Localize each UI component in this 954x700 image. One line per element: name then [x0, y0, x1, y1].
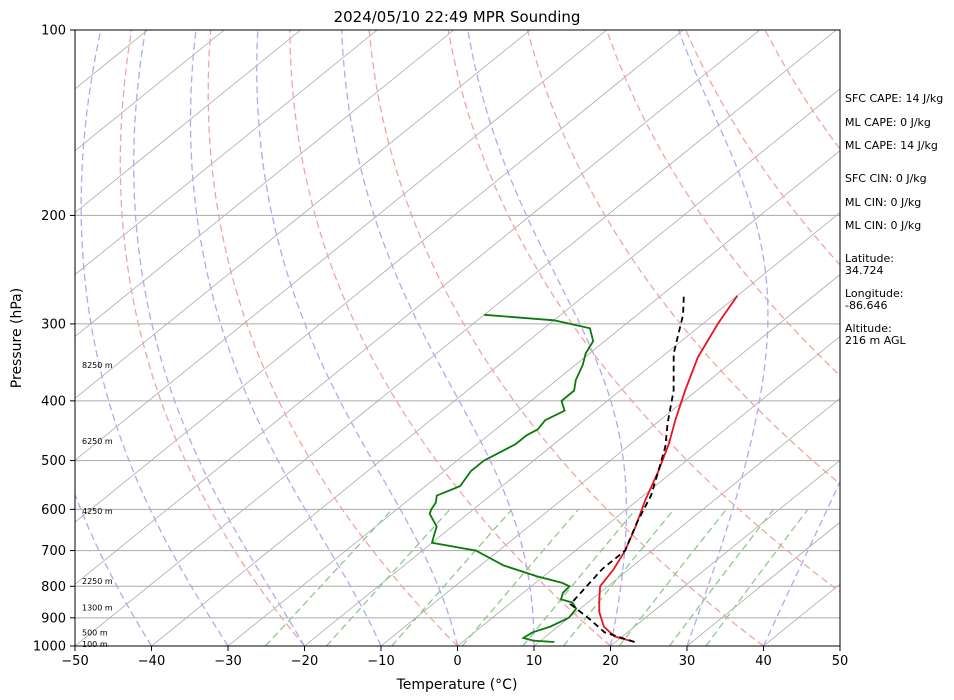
- mixing-ratio-line: [705, 508, 809, 646]
- location-panel: Latitude: 34.724 Longitude: -86.646 Alti…: [845, 252, 907, 347]
- mixing-ratio-line: [265, 508, 393, 646]
- isotherm-line: [75, 30, 301, 214]
- isotherm-line: [75, 30, 531, 399]
- y-tick-label: 100: [41, 24, 66, 39]
- mixing-ratio-line: [326, 508, 451, 646]
- y-tick-label: 700: [41, 544, 66, 559]
- moist-adiabat-line: [189, 30, 382, 646]
- x-axis-label: Temperature (°C): [396, 677, 518, 693]
- isotherm-line: [75, 30, 684, 523]
- height-label: 1300 m: [82, 604, 113, 613]
- ml-cin-text: ML CIN: 0 J/kg: [845, 196, 921, 209]
- isotherm-lines: [75, 30, 840, 646]
- sounding-profiles: [428, 295, 739, 643]
- isotherm-line: [686, 521, 840, 646]
- x-axis-ticks: −50 −40 −30 −20 −10 0 10 20 30 40 50: [61, 646, 848, 669]
- isotherm-line: [380, 274, 840, 646]
- moist-adiabat-lines: [75, 30, 840, 646]
- y-axis-ticks: 100 200 300 400 500 600 700 800 900 1000: [33, 24, 75, 655]
- dry-adiabat-line: [368, 30, 764, 646]
- sfc-cape-text: SFC CAPE: 14 J/kg: [845, 92, 943, 105]
- moist-adiabat-line: [80, 30, 229, 646]
- height-label: 8250 m: [82, 361, 113, 370]
- dry-adiabat-lines: [119, 30, 840, 646]
- moist-adiabat-line: [341, 30, 535, 646]
- plot-area: [75, 30, 840, 646]
- latitude-value: 34.724: [845, 264, 884, 277]
- isotherm-line: [75, 30, 225, 152]
- height-label: 2250 m: [82, 577, 113, 586]
- isotherm-line: [227, 150, 840, 646]
- y-tick-label: 500: [41, 454, 66, 469]
- isobar-lines: [75, 30, 840, 646]
- mixing-ratio-line: [668, 508, 775, 646]
- height-label: 500 m: [82, 628, 108, 637]
- parcel-profile: [569, 295, 685, 643]
- x-tick-label: −30: [214, 654, 241, 669]
- ml-cape-text: ML CAPE: 0 J/kg: [845, 116, 931, 129]
- dry-adiabat-line: [119, 30, 306, 646]
- height-labels: 8250 m 6250 m 4250 m 2250 m 1300 m 500 m 100 m: [82, 361, 113, 649]
- y-tick-label: 800: [41, 580, 66, 595]
- isotherm-line: [151, 88, 840, 646]
- longitude-value: -86.646: [845, 299, 887, 312]
- x-tick-label: 10: [526, 654, 543, 669]
- moist-adiabat-line: [256, 30, 459, 646]
- mixing-ratio-line: [522, 508, 637, 646]
- x-tick-label: 30: [679, 654, 696, 669]
- moist-adiabat-line: [467, 30, 628, 646]
- mixing-ratio-lines: [265, 508, 809, 646]
- x-tick-label: −20: [291, 654, 318, 669]
- mixing-ratio-line: [391, 508, 513, 646]
- y-tick-label: 400: [41, 394, 66, 409]
- x-tick-label: −50: [61, 654, 88, 669]
- dry-adiabat-line: [207, 30, 458, 646]
- moist-adiabat-line: [762, 480, 840, 646]
- x-tick-label: 0: [453, 654, 461, 669]
- x-tick-label: −40: [138, 654, 165, 669]
- moist-adiabat-line: [133, 30, 306, 646]
- isotherm-line: [75, 30, 454, 337]
- ml-cin-text-2: ML CIN: 0 J/kg: [845, 219, 921, 232]
- x-tick-label: −10: [367, 654, 394, 669]
- dewpoint-profile: [428, 313, 595, 643]
- longitude-label: Longitude:: [845, 287, 903, 300]
- mixing-ratio-line: [461, 508, 579, 646]
- moist-adiabat-line: [677, 30, 769, 646]
- dry-adiabat-line: [605, 30, 840, 377]
- dry-adiabat-line: [447, 30, 840, 593]
- y-tick-label: 1000: [33, 640, 66, 655]
- mixing-ratio-line: [618, 508, 727, 646]
- isotherm-line: [610, 459, 840, 646]
- isotherm-line: [457, 335, 840, 646]
- altitude-label: Altitude:: [845, 322, 892, 335]
- moist-adiabat-line: [75, 492, 153, 646]
- height-label: 100 m: [82, 640, 108, 649]
- y-tick-label: 900: [41, 611, 66, 626]
- temperature-profile: [598, 295, 739, 643]
- x-tick-label: 40: [755, 654, 772, 669]
- altitude-value: 216 m AGL: [845, 334, 907, 347]
- ml-cape-text-2: ML CAPE: 14 J/kg: [845, 139, 938, 152]
- y-tick-label: 300: [41, 317, 66, 332]
- x-tick-label: 20: [602, 654, 619, 669]
- isotherm-line: [75, 30, 607, 461]
- mixing-ratio-line: [562, 508, 675, 646]
- isotherm-line: [533, 397, 840, 646]
- y-tick-label: 600: [41, 503, 66, 518]
- isotherm-line: [75, 30, 837, 646]
- dry-adiabat-line: [289, 30, 611, 646]
- isotherm-line: [75, 30, 378, 276]
- x-tick-label: 50: [832, 654, 849, 669]
- latitude-label: Latitude:: [845, 252, 894, 265]
- y-axis-label: Pressure (hPa): [9, 288, 25, 388]
- height-label: 4250 m: [82, 507, 113, 516]
- chart-title: 2024/05/10 22:49 MPR Sounding: [334, 8, 581, 26]
- y-tick-label: 200: [41, 209, 66, 224]
- height-label: 6250 m: [82, 437, 113, 446]
- sfc-cin-text: SFC CIN: 0 J/kg: [845, 172, 927, 185]
- indices-panel: SFC CAPE: 14 J/kg ML CAPE: 0 J/kg ML CAP…: [845, 92, 943, 232]
- isotherm-line: [75, 30, 760, 585]
